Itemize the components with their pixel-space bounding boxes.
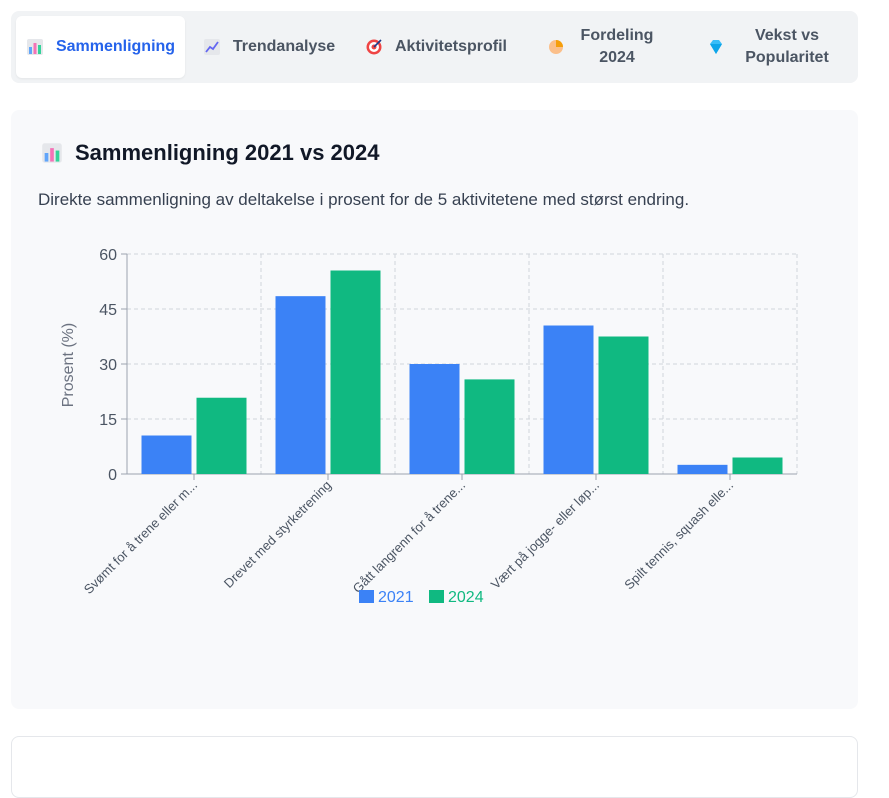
y-tick-label: 15 [99,412,117,429]
x-tick-label: Drevet med styrketrening [221,478,334,591]
pie-icon [549,40,563,54]
y-tick-label: 0 [108,467,117,484]
y-axis-label: Prosent (%) [60,323,77,407]
bar-chart-icon [42,143,62,163]
tab-label: Aktivitetsprofil [394,38,507,55]
y-tick-label: 60 [99,247,117,264]
bar-2021 [677,464,728,474]
trend-chart-icon [203,39,220,55]
tab-vekst-vs-popularitet[interactable]: Vekst vs Popularitet [691,16,853,78]
bar-2024 [464,379,515,474]
tab-label: Sammenligning [55,38,176,55]
chart-bars [141,270,783,474]
tab-trendanalyse[interactable]: Trendanalyse [196,16,342,78]
legend-swatch-2024 [429,590,444,603]
y-tick-label: 45 [99,302,117,319]
tab-label: Trendanalyse [232,38,336,55]
bar-chart: 0 15 30 45 60 Svømt for å trene eller m... Dre… [60,247,798,606]
x-tick-label: Spilt tennis, squash elle... [621,478,736,593]
x-tick-label: Gått langrenn for å trene... [350,478,468,596]
chart-legend[interactable]: 2021 2024 [359,589,484,606]
bar-2021 [275,296,326,474]
y-tick-label: 30 [99,357,117,374]
bar-2024 [598,336,649,474]
bar-2024 [330,270,381,474]
diamond-icon [710,40,722,54]
bar-2021 [543,325,594,474]
legend-label-2024: 2024 [448,589,484,606]
bar-2021 [409,364,460,474]
tab-bar: Sammenligning Trendanalyse Aktivitetspro… [11,11,858,83]
target-icon [366,39,382,55]
card-title: Sammenligning 2021 vs 2024 [41,140,380,166]
chart-grid [127,253,798,474]
x-tick-label: Svømt for å trene eller m... [81,478,200,597]
card-title-text: Sammenligning 2021 vs 2024 [75,140,380,165]
card-description: Direkte sammenligning av deltakelse i pr… [38,190,690,209]
chart-card: Sammenligning 2021 vs 2024 Direkte samme… [11,110,858,709]
tab-fordeling[interactable]: Fordeling 2024 [529,16,675,78]
bar-2024 [732,457,783,474]
bar-chart-icon [26,39,43,55]
tab-label: Fordeling 2024 [580,27,654,66]
tab-aktivitetsprofil[interactable]: Aktivitetsprofil [356,16,516,78]
tab-label: Vekst vs Popularitet [745,27,829,66]
bar-2024 [196,397,247,474]
x-tick-label: Vært på jogge- eller løp... [488,478,602,592]
legend-label-2021: 2021 [378,589,414,606]
legend-swatch-2021 [359,590,374,603]
bar-2021 [141,435,192,474]
next-card [11,736,858,798]
tab-sammenligning[interactable]: Sammenligning [16,16,185,78]
